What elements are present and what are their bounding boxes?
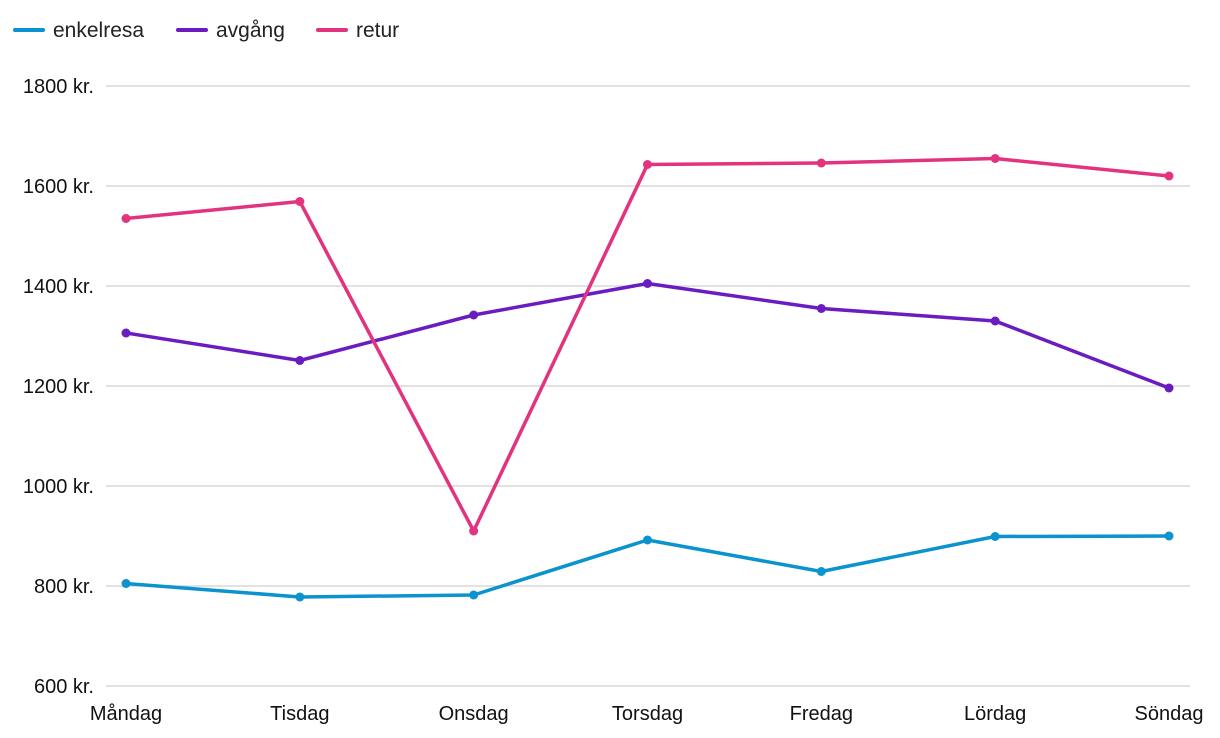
- data-point-enkelresa: [816, 567, 826, 576]
- y-tick-label: 1800 kr.: [23, 76, 94, 98]
- x-tick-label: Torsdag: [612, 703, 683, 725]
- data-point-retur: [643, 160, 652, 169]
- data-point-avgång: [816, 304, 826, 313]
- series-line-enkelresa: [124, 534, 1171, 599]
- data-point-enkelresa: [990, 532, 1000, 541]
- y-tick-label: 1200 kr.: [23, 376, 94, 398]
- x-tick-label: Måndag: [90, 703, 162, 725]
- series-avgång: [121, 279, 1174, 393]
- series-line-avgång: [124, 281, 1171, 390]
- data-point-retur: [1164, 171, 1174, 181]
- y-tick-label: 800 kr.: [34, 576, 94, 598]
- y-tick-label: 1000 kr.: [23, 476, 94, 498]
- data-point-enkelresa: [121, 579, 131, 588]
- legend-label: retur: [356, 19, 399, 42]
- y-tick-label: 600 kr.: [34, 676, 94, 698]
- data-point-avgång: [643, 279, 652, 288]
- y-tick-label: 1600 kr.: [23, 176, 94, 198]
- data-point-enkelresa: [643, 535, 652, 545]
- data-point-avgång: [469, 310, 479, 320]
- gridlines: [106, 85, 1190, 687]
- series-enkelresa: [121, 531, 1174, 602]
- data-point-enkelresa: [469, 590, 479, 600]
- x-tick-label: Tisdag: [270, 703, 329, 725]
- data-point-retur: [990, 154, 1000, 163]
- x-tick-label: Lördag: [964, 703, 1026, 725]
- legend: enkelresa avgång retur: [13, 19, 399, 42]
- x-tick-label: Söndag: [1135, 703, 1204, 725]
- data-point-avgång: [1164, 383, 1174, 393]
- x-axis-ticks: Måndag Tisdag Onsdag Torsdag Fredag Lördag Sön…: [90, 703, 1204, 725]
- y-tick-label: 1400 kr.: [23, 276, 94, 298]
- series-retur: [121, 154, 1174, 536]
- x-tick-label: Onsdag: [439, 703, 509, 725]
- series-line-retur: [124, 156, 1171, 533]
- data-point-retur: [469, 526, 479, 536]
- legend-label: enkelresa: [53, 19, 144, 42]
- data-point-retur: [121, 214, 131, 223]
- x-tick-label: Fredag: [790, 703, 853, 725]
- series-group: [121, 154, 1174, 602]
- legend-item-retur: retur: [316, 19, 399, 42]
- data-point-avgång: [295, 356, 305, 365]
- legend-item-enkelresa: enkelresa: [13, 19, 144, 42]
- legend-label: avgång: [216, 19, 285, 42]
- legend-item-avgång: avgång: [176, 19, 285, 42]
- data-point-retur: [295, 197, 305, 206]
- data-point-enkelresa: [1164, 531, 1174, 541]
- data-point-enkelresa: [295, 592, 305, 602]
- data-point-avgång: [990, 316, 1000, 326]
- data-point-avgång: [121, 328, 131, 338]
- y-axis-ticks: 600 kr. 800 kr. 1000 kr. 1200 kr. 1400 kr. 16…: [23, 76, 94, 698]
- data-point-retur: [816, 158, 826, 168]
